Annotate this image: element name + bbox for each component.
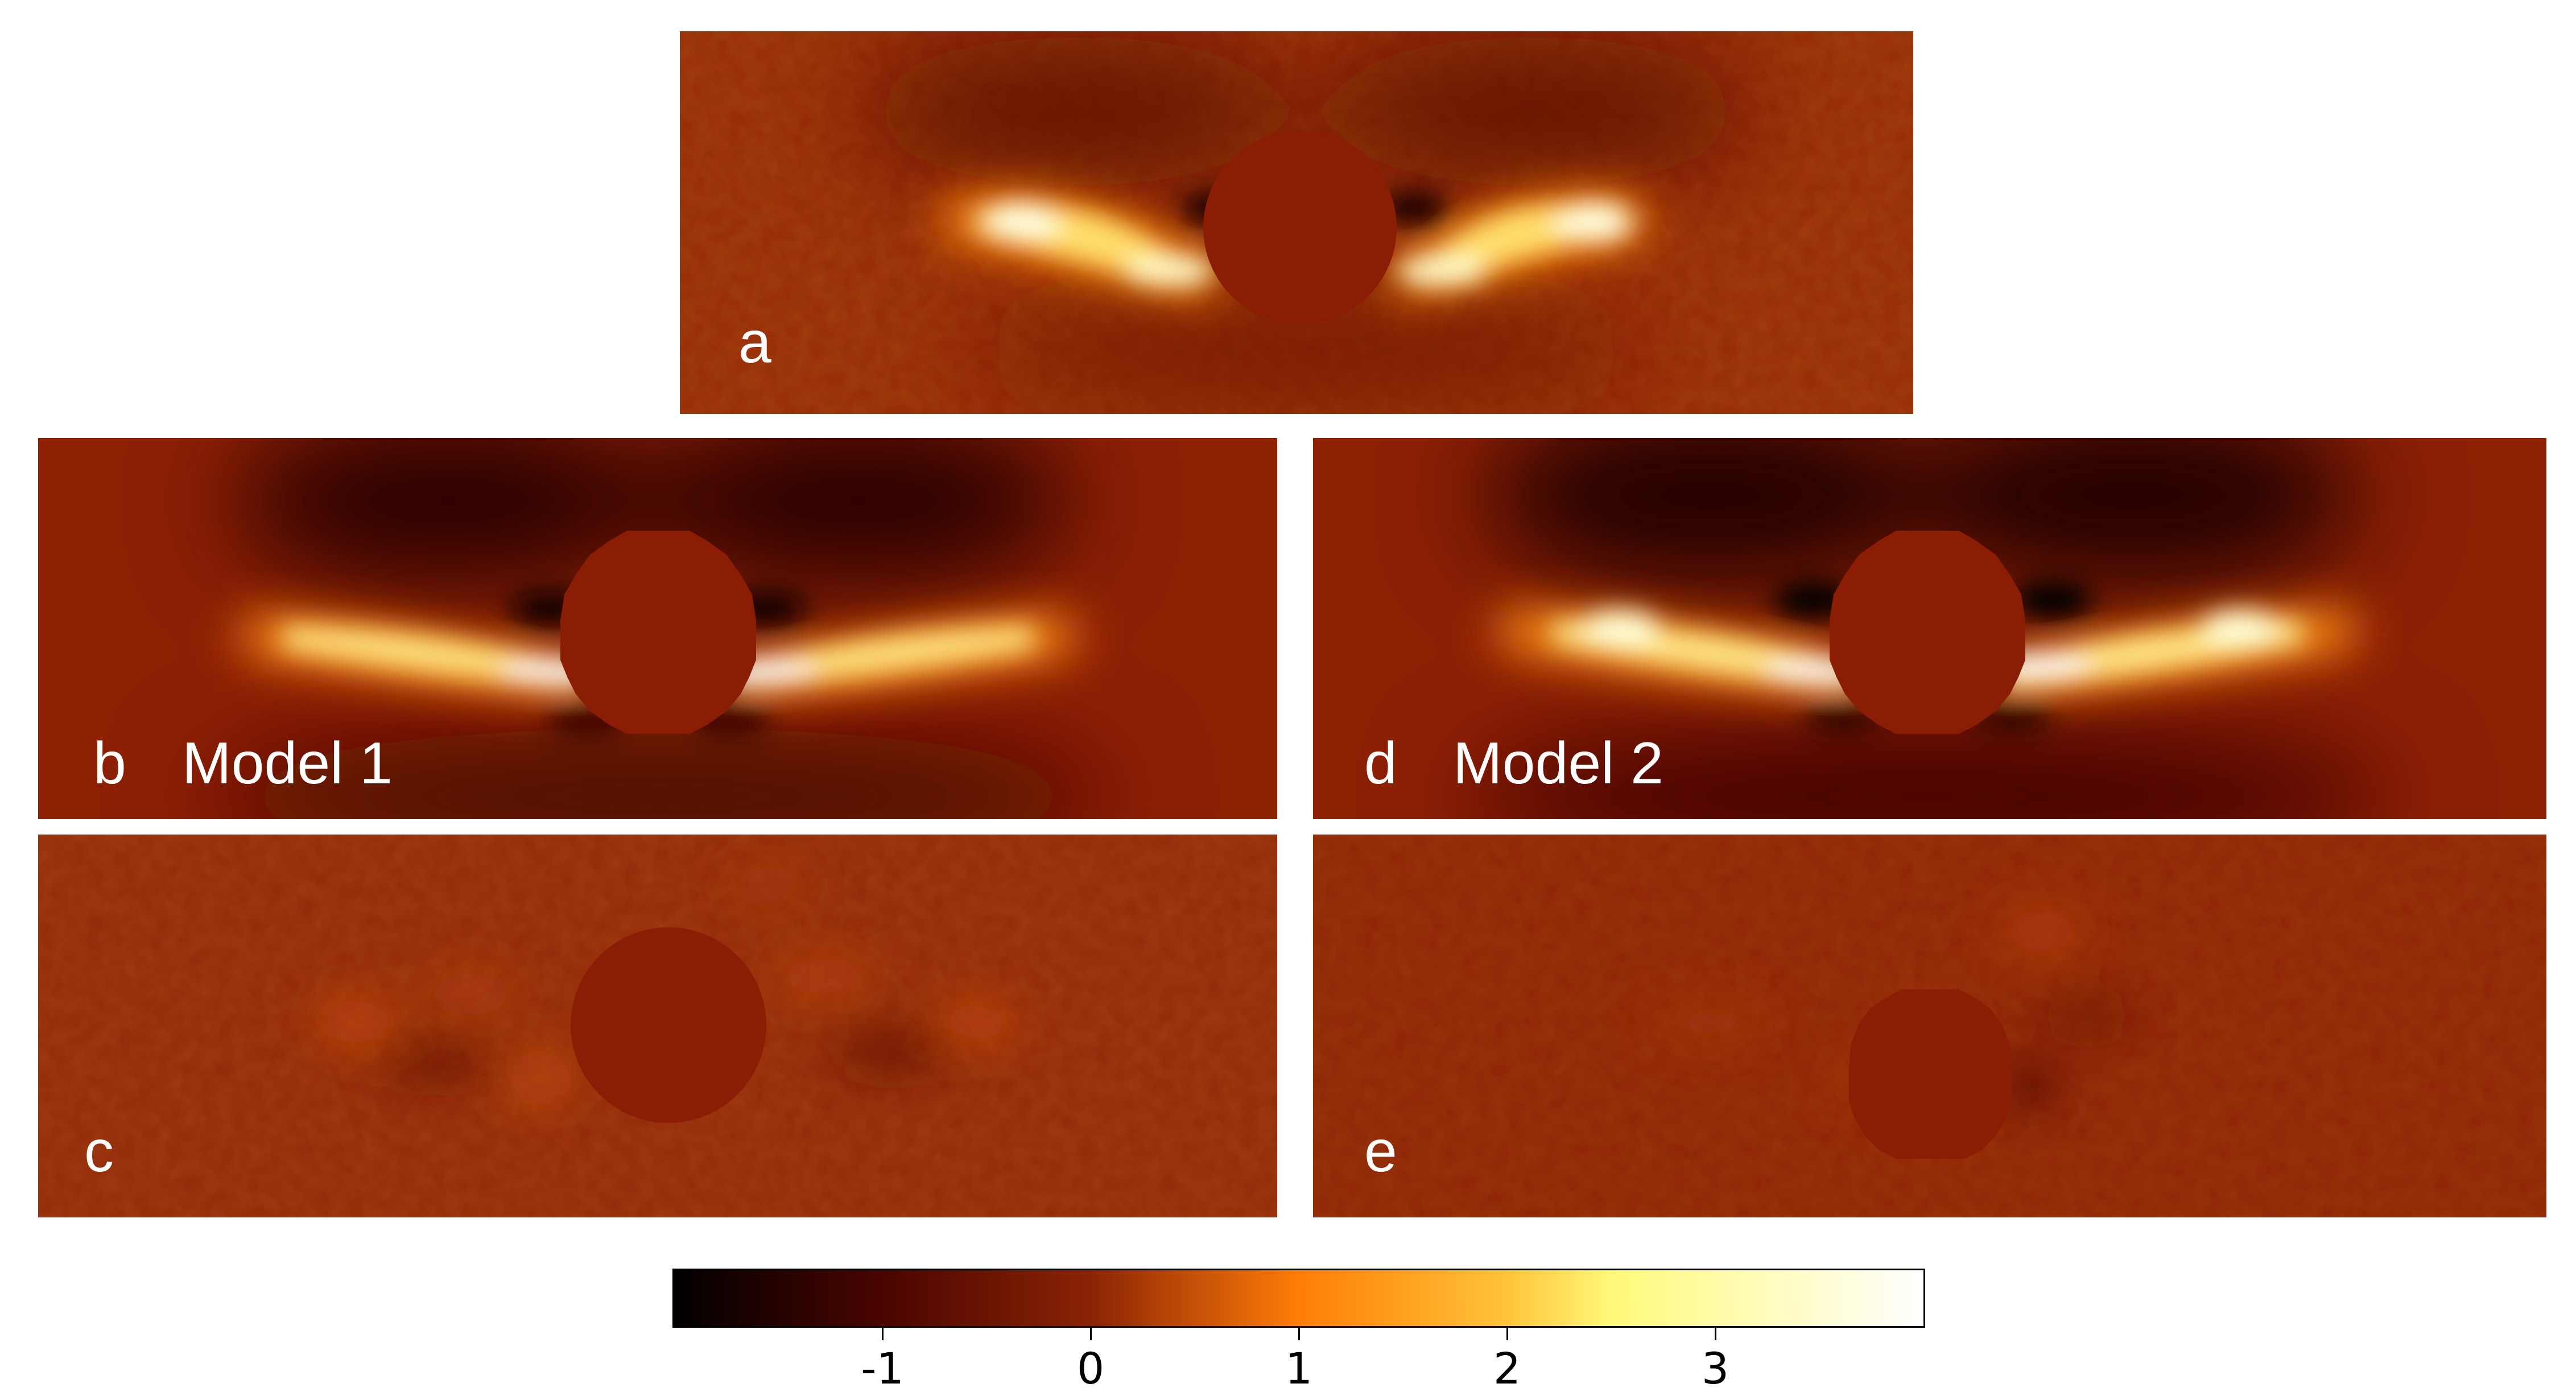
panel-c-image xyxy=(38,835,1277,1217)
colorbar-tick-mark xyxy=(1506,1328,1508,1340)
panel-e-mask xyxy=(1849,989,2012,1159)
colorbar-tick-mark xyxy=(1090,1328,1092,1340)
panel-d-image xyxy=(1313,438,2546,819)
panel-d-letter: d xyxy=(1364,730,1397,796)
panel-b-letter: b xyxy=(93,730,126,796)
colorbar-tick-mark xyxy=(1715,1328,1716,1340)
panel-a-image xyxy=(680,31,1913,414)
colorbar-tick-mark xyxy=(1298,1328,1300,1340)
colorbar-tick-label: 1 xyxy=(1285,1343,1313,1394)
panel-e-letter: e xyxy=(1364,1118,1397,1184)
panel-b-mask xyxy=(560,531,756,734)
panel-e-residual-2: e xyxy=(1313,835,2546,1217)
panel-b-model-1: b Model 1 xyxy=(38,438,1277,819)
colorbar-gradient xyxy=(674,1270,1923,1326)
colorbar-tick-label: -1 xyxy=(861,1343,904,1394)
panel-d-title: Model 2 xyxy=(1453,730,1663,796)
panel-c-mask xyxy=(571,927,766,1123)
panel-a-mask xyxy=(1203,131,1397,324)
colorbar-tick-label: 2 xyxy=(1493,1343,1521,1394)
panel-a-letter: a xyxy=(738,309,771,375)
panel-a-observation: a xyxy=(680,31,1913,414)
panel-c-residual-1: c xyxy=(38,835,1277,1217)
panel-b-title: Model 1 xyxy=(182,730,393,796)
colorbar-tick-label: 3 xyxy=(1701,1343,1729,1394)
panel-e-image xyxy=(1313,835,2546,1217)
colorbar-tick-label: 0 xyxy=(1076,1343,1105,1394)
panel-b-image xyxy=(38,438,1277,819)
panel-d-model-2: d Model 2 xyxy=(1313,438,2546,819)
panel-d-mask xyxy=(1830,531,2025,734)
panel-c-letter: c xyxy=(84,1118,114,1184)
colorbar xyxy=(672,1269,1925,1328)
colorbar-tick-mark xyxy=(882,1328,884,1340)
